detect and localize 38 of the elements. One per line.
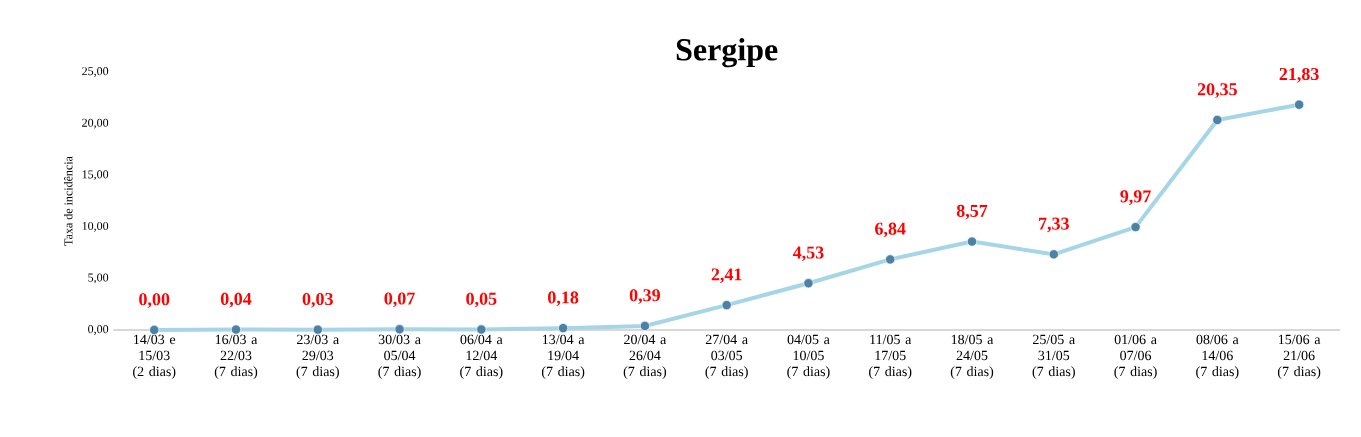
data-label: 0,07 [384,292,415,308]
x-tick-label: 04/05 a 10/05 (7 dias) [787,334,830,379]
x-tick-label: 23/03 a 29/03 (7 dias) [296,334,339,379]
data-label: 0,00 [139,293,170,308]
y-tick-label: 15,00 [82,170,109,181]
y-axis-title: Taxa de incidência [64,156,73,246]
data-label: 9,97 [1120,190,1151,206]
data-label: 21,83 [1279,67,1319,83]
y-tick-label: 5,00 [88,273,109,284]
data-label: 0,18 [548,291,579,307]
data-label: 20,35 [1197,83,1237,98]
x-tick-label: 14/03 e 15/03 (2 dias) [133,334,176,379]
x-tick-label: 06/04 a 12/04 (7 dias) [460,334,503,379]
x-tick-label: 27/04 a 03/05 (7 dias) [705,334,748,379]
y-tick-label: 10,00 [82,221,109,232]
data-label: 8,57 [956,204,988,220]
x-tick-label: 16/03 a 22/03 (7 dias) [214,334,258,379]
y-tick-label: 25,00 [82,67,109,77]
data-label: 7,33 [1039,217,1069,233]
x-tick-label: 30/03 a 05/04 (7 dias) [378,334,421,379]
x-tick-label: 11/05 a 17/05 (7 dias) [869,334,912,379]
x-tick-label: 01/06 a 07/06 (7 dias) [1114,334,1157,379]
x-tick-label: 08/06 a 14/06 (7 dias) [1196,334,1239,379]
y-tick-label: 0,00 [88,325,109,335]
data-label: 4,53 [792,246,824,262]
x-tick-label: 20/04 a 26/04 (7 dias) [623,334,667,379]
data-label: 0,03 [302,292,333,308]
x-tick-label: 15/06 a 21/06 (7 dias) [1277,334,1321,379]
x-tick-label: 13/04 a 19/04 (7 dias) [541,334,585,379]
data-label: 0,05 [466,292,497,308]
data-label: 6,84 [875,222,906,238]
data-label: 2,41 [711,268,742,284]
x-tick-label: 18/05 a 24/05 (7 dias) [950,334,994,379]
y-tick-label: 20,00 [82,118,109,129]
chart-title: Sergipe [676,38,778,68]
data-label: 0,39 [629,289,660,304]
x-tick-label: 25/05 a 31/05 (7 dias) [1032,334,1075,379]
data-label: 0,04 [220,292,252,308]
